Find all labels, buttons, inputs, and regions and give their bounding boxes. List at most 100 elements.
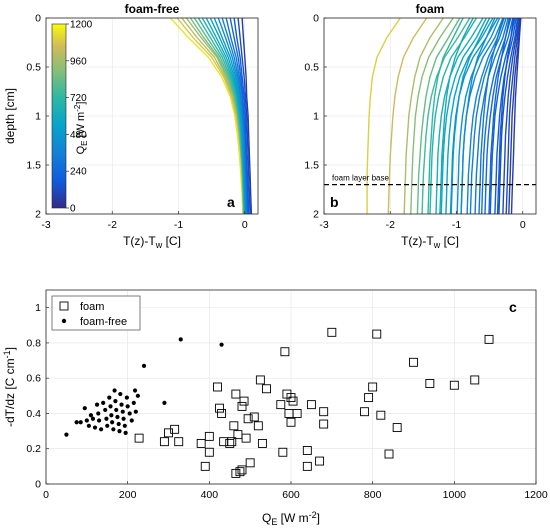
x-tick-label: -2 [386,219,395,231]
temperature-profile-line [429,18,477,214]
foam-free-data-point [94,402,100,407]
foam-data-point [215,403,224,413]
foam-data-point [227,437,237,447]
foam-free-data-point [78,420,83,425]
foam-free-data-point [162,400,167,405]
foam-free-data-point [122,423,127,428]
panel-a-ticks: -3 -2 -1 0 0 0.5 1 1.5 2 [26,13,247,232]
temperature-profile-line [466,18,505,214]
foam-data-point [204,431,214,441]
foam-free-data-point [92,425,98,430]
foam-data-point [249,412,259,422]
foam-free-data-point [124,395,129,400]
foam-free-data-point [88,413,94,418]
panel-b-label: b [330,194,339,210]
temperature-profile-line [460,18,504,214]
panel-b: foam layer base -3 -2 -1 000.511.52 foam b … [304,2,537,250]
temperature-profile-line [494,18,517,214]
foam-free-data-point [129,418,134,423]
panel-a-title: foam-free [125,2,180,16]
legend-foam-free-marker [61,318,67,324]
foam-data-point [360,407,369,417]
foam-data-point [257,438,267,448]
foam-free-data-point [101,400,106,405]
foam-free-data-point [84,418,89,423]
colorbar-label: QE [W m-2] [73,102,89,155]
foam-layer-base-label: foam layer base [332,174,389,183]
panel-a: -3 -2 -1 0 0 0.5 1 1.5 2 1200 960 720 480 240 0 QE [W… [3,2,259,250]
x-tick-label: 0 [242,219,248,231]
foam-data-point [425,379,435,388]
y-tick-label: 0.4 [26,408,41,420]
colorbar-tick-label: 0 [70,204,76,215]
foam-data-point [239,396,249,406]
foam-free-data-point [103,407,108,413]
colorbar-ticks: 1200 960 720 480 240 0 [66,20,93,215]
x-tick-label: 800 [364,489,382,501]
foam-free-data-point [105,423,110,428]
foam-data-point [243,414,253,424]
panel-a-xlabel: T(z)-Tw [C] [123,234,181,250]
y-tick-label: 0 [35,479,41,491]
foam-data-point [470,375,480,385]
x-tick-label: 0 [43,489,49,501]
panel-c-label: c [509,299,517,315]
foam-data-point [288,396,298,406]
foam-free-data-point [111,427,116,432]
foam-data-point [384,449,394,459]
panel-b-title: foam [416,2,445,16]
foam-free-data-point [116,421,121,427]
y-tick-label: 2 [35,209,41,221]
y-tick-label: 0.2 [26,443,41,455]
foam-free-data-point [115,414,120,420]
x-tick-label: -3 [41,219,50,231]
x-tick-label: 200 [119,489,137,501]
foam-data-point [327,327,337,337]
foam-free-data-point [110,420,115,425]
foam-free-data-point [96,418,102,423]
foam-free-data-point [112,388,117,393]
temperature-profile-line [440,18,487,214]
panel-a-label: a [227,194,235,210]
foam-data-point [159,437,169,447]
foam-data-point [276,400,286,410]
temperature-profile-line [508,18,521,214]
temperature-profile-line [498,18,519,214]
foam-free-data-point [104,416,109,421]
foam-free-data-point [131,400,136,405]
foam-data-point [262,384,271,394]
colorbar-tick-label: 720 [70,93,87,104]
foam-data-point [292,409,302,418]
foam-data-point [235,467,245,477]
temperature-profile-line [496,18,515,214]
panel-b-profiles [366,18,522,214]
foam-free-data-point [117,428,122,434]
foam-data-point [241,433,251,443]
foam-data-point [237,465,247,475]
temperature-profile-line [427,18,464,214]
panel-c-ticks: 0 200 400 600 800 1000 1200 0 0.2 0.4 0.6 0.8 1 [26,302,547,501]
panel-a-ylabel: depth [cm] [3,88,17,144]
y-tick-label: 0.8 [26,337,41,349]
foam-free-data-point [96,411,101,416]
foam-free-data-point [118,391,123,397]
foam-data-point [286,417,296,427]
temperature-profile-line [233,18,250,214]
x-tick-label: -1 [452,219,461,231]
temperature-profile-line [416,18,461,214]
x-tick-label: 600 [282,489,300,501]
foam-free-data-point [125,404,130,409]
colorbar-tick-label: 960 [70,56,87,67]
y-tick-label: 0 [313,13,319,25]
foam-data-point [245,458,255,468]
foam-data-point [217,409,227,418]
foam-free-data-point [114,407,119,413]
foam-free-data-point [82,406,87,411]
foam-free-data-point [120,409,125,414]
y-tick-label: 1.5 [26,160,41,172]
temperature-profile-line [502,18,520,214]
foam-data-point [200,461,210,471]
foam-free-data-point [219,342,224,347]
y-tick-label: 0.5 [26,62,41,74]
